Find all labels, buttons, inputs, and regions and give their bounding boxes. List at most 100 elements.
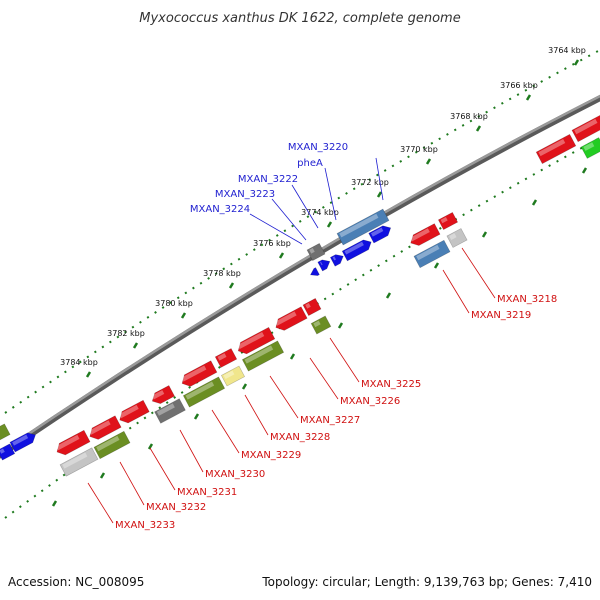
gene-label[interactable]: MXAN_3222 — [238, 174, 298, 185]
gene-pair-blue[interactable] — [368, 223, 394, 244]
callout-line — [324, 167, 337, 221]
tick-mark — [525, 94, 532, 101]
callout-line — [309, 357, 339, 400]
gene-left-olive[interactable] — [0, 423, 11, 441]
tick-mark — [241, 383, 248, 390]
accession-text: Accession: NC_008095 — [8, 575, 144, 589]
tick-mark — [193, 413, 200, 420]
gene-features — [0, 113, 600, 477]
gene-red-r1[interactable] — [302, 298, 322, 316]
tick-label: 3770 kbp — [400, 145, 438, 154]
tick-mark — [228, 282, 235, 289]
gene-small-gray[interactable] — [306, 243, 326, 261]
tick-label: 3766 kbp — [500, 81, 538, 90]
tick-mark — [180, 312, 187, 319]
gene-mxan-3222[interactable] — [329, 252, 345, 267]
gene-label[interactable]: MXAN_3227 — [300, 415, 360, 426]
tick-mark — [376, 191, 383, 198]
gene-left-blue-2[interactable] — [0, 443, 16, 461]
gene-phea[interactable] — [341, 237, 374, 262]
genome-backbone — [0, 94, 600, 459]
tick-mark — [99, 472, 106, 479]
gene-red-r6[interactable] — [87, 415, 122, 443]
callout-line — [291, 184, 319, 229]
tick-label: 3776 kbp — [253, 239, 291, 248]
tick-label: 3772 kbp — [351, 178, 389, 187]
gene-red-top-1[interactable] — [535, 133, 577, 165]
tick-mark — [385, 292, 392, 299]
tick-mark — [573, 59, 580, 66]
gene-label[interactable]: MXAN_3226 — [340, 396, 400, 407]
tick-label: 3764 kbp — [548, 46, 586, 55]
gene-mxan-3219-red[interactable] — [408, 223, 441, 249]
gene-left-blue[interactable] — [9, 430, 38, 453]
gene-callouts: MXAN_3220 pheA MXAN_3222 MXAN_3223 MXAN_3224… — [87, 142, 557, 531]
gene-label[interactable]: MXAN_3220 — [288, 142, 348, 153]
gene-mxan-3226[interactable] — [310, 315, 332, 335]
callout-line — [329, 337, 360, 383]
tick-mark — [433, 262, 440, 269]
tick-mark — [425, 158, 432, 165]
gene-mxan-3232[interactable] — [93, 430, 131, 460]
tick-mark — [147, 443, 154, 450]
callout-line — [249, 213, 303, 245]
gene-mxan-3230[interactable] — [182, 376, 226, 408]
gene-label[interactable]: MXAN_3233 — [115, 520, 175, 531]
tick-mark — [337, 322, 344, 329]
gene-mxan-3228[interactable] — [241, 340, 285, 372]
gene-label[interactable]: MXAN_3232 — [146, 502, 206, 513]
gene-label[interactable]: MXAN_3219 — [471, 310, 531, 321]
gene-label[interactable]: pheA — [297, 158, 323, 169]
gene-mxan-3231[interactable] — [154, 398, 186, 424]
gene-mxan-3219[interactable] — [413, 239, 451, 269]
tick-mark — [326, 221, 333, 228]
callout-line — [269, 375, 299, 419]
gene-label[interactable]: MXAN_3223 — [215, 189, 275, 200]
callout-line — [271, 198, 307, 241]
gene-label[interactable]: MXAN_3225 — [361, 379, 421, 390]
gene-red-small[interactable] — [437, 211, 459, 231]
gene-mxan-3224[interactable] — [309, 267, 320, 279]
tick-mark — [51, 500, 58, 507]
gene-label[interactable]: MXAN_3229 — [241, 450, 301, 461]
tick-label: 3778 kbp — [203, 269, 241, 278]
gene-mxan-3229[interactable] — [220, 365, 246, 387]
gene-mxan-3220[interactable] — [336, 208, 390, 246]
callout-line — [375, 157, 384, 201]
gene-red-r7[interactable] — [54, 429, 91, 457]
gene-mxan-3218[interactable] — [446, 228, 468, 248]
gene-green-top[interactable] — [580, 137, 600, 159]
scale-ticks: 3764 kbp 3766 kbp 3768 kbp 3770 kbp 3772 kbp… — [51, 46, 588, 507]
callout-line — [244, 394, 269, 436]
gene-label[interactable]: MXAN_3218 — [497, 294, 557, 305]
callout-line — [87, 482, 114, 524]
gene-label[interactable]: MXAN_3228 — [270, 432, 330, 443]
gene-label[interactable]: MXAN_3230 — [205, 469, 265, 480]
gene-mxan-3233[interactable] — [59, 447, 99, 477]
gene-red-r4[interactable] — [149, 385, 175, 407]
gene-red-r5[interactable] — [117, 399, 150, 426]
gene-red-r3[interactable] — [179, 360, 218, 389]
gene-mxan-3225[interactable] — [273, 306, 308, 334]
tick-mark — [278, 252, 285, 259]
callout-line — [211, 409, 240, 454]
tick-mark — [481, 231, 488, 238]
gene-red-top-2[interactable] — [571, 113, 600, 143]
tick-mark — [85, 371, 92, 378]
tick-mark — [289, 353, 296, 360]
gene-mxan-3227[interactable] — [235, 326, 276, 356]
tick-label: 3784 kbp — [60, 358, 98, 367]
gene-red-r2[interactable] — [214, 348, 238, 368]
map-title: Myxococcus xanthus DK 1622, complete gen… — [139, 11, 460, 26]
gene-label[interactable]: MXAN_3231 — [177, 487, 237, 498]
tick-label: 3780 kbp — [155, 299, 193, 308]
tick-mark — [132, 342, 139, 349]
callout-line — [149, 447, 176, 491]
callout-line — [179, 429, 204, 473]
tick-mark — [581, 167, 588, 174]
tick-mark — [531, 199, 538, 206]
gene-mxan-3223[interactable] — [317, 257, 332, 272]
callout-line — [461, 247, 496, 299]
gene-label[interactable]: MXAN_3224 — [190, 204, 250, 215]
